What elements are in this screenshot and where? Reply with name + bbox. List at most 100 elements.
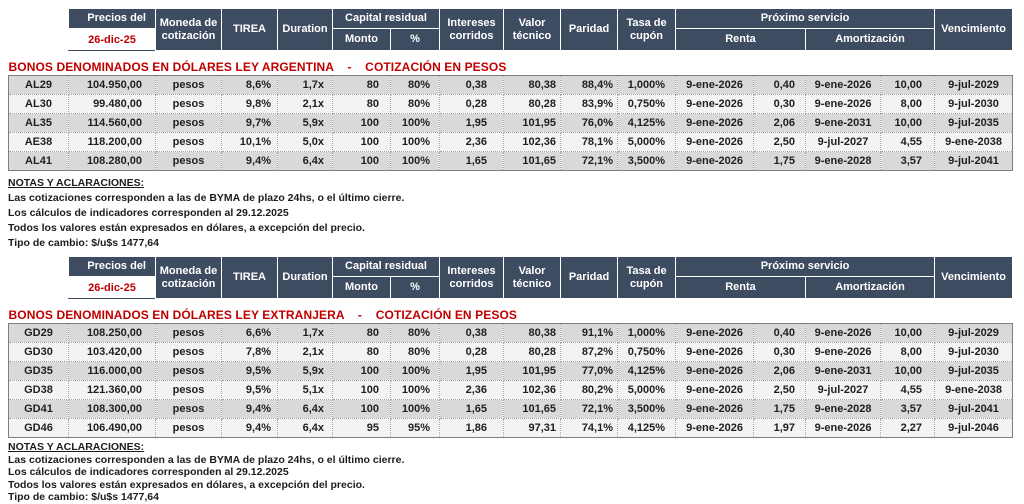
notes-block: NOTAS Y ACLARACIONES: Las cotizaciones c… bbox=[8, 176, 1024, 251]
value-cell: 2,1x bbox=[277, 342, 333, 362]
value-cell: 2,1x bbox=[277, 94, 333, 114]
value-cell: 1,7x bbox=[277, 323, 333, 343]
value-cell: 0,38 bbox=[439, 75, 505, 95]
section-title: BONOS DENOMINADOS EN DÓLARES LEY EXTRANJ… bbox=[8, 306, 1013, 324]
value-cell: 0,40 bbox=[753, 75, 807, 95]
value-cell: 1,65 bbox=[439, 151, 505, 171]
value-cell: 97,31 bbox=[503, 418, 562, 438]
value-cell: 9,4% bbox=[221, 151, 278, 171]
header-vencimiento: Vencimiento bbox=[934, 8, 1014, 51]
header-moneda: Moneda de cotización bbox=[155, 256, 222, 299]
value-cell: 0,30 bbox=[753, 94, 807, 114]
value-cell: 1,7x bbox=[277, 75, 333, 95]
value-cell: 5,1x bbox=[277, 380, 333, 400]
value-cell: 2,06 bbox=[753, 113, 807, 133]
value-cell: 9,7% bbox=[221, 113, 278, 133]
spacer-row bbox=[8, 298, 1013, 306]
value-cell: 80% bbox=[389, 323, 441, 343]
value-cell: 100 bbox=[332, 380, 391, 400]
value-cell: pesos bbox=[155, 323, 222, 343]
value-cell: 4,125% bbox=[617, 361, 677, 381]
value-cell: 3,57 bbox=[880, 399, 936, 419]
value-cell: 80,28 bbox=[503, 94, 562, 114]
bond-ticker-cell: GD30 bbox=[8, 342, 69, 362]
bond-ticker-cell: AL35 bbox=[8, 113, 69, 133]
table-row: GD30 103.420,00 pesos 7,8% 2,1x 80 80% 0,28 80,2… bbox=[8, 342, 1014, 362]
value-cell: 10,00 bbox=[880, 361, 936, 381]
section-title: BONOS DENOMINADOS EN DÓLARES LEY ARGENTI… bbox=[8, 58, 1013, 76]
value-cell: 80% bbox=[389, 342, 441, 362]
table-row: AL41 108.280,00 pesos 9,4% 6,4x 100 100% 1,65 10… bbox=[8, 151, 1014, 171]
value-cell: 102,36 bbox=[503, 380, 562, 400]
table-row: AE38 118.200,00 pesos 10,1% 5,0x 100 100% 2,36 1… bbox=[8, 132, 1014, 152]
value-cell: 100% bbox=[389, 113, 441, 133]
value-cell: 4,125% bbox=[617, 113, 677, 133]
value-cell: 9-jul-2027 bbox=[805, 380, 882, 400]
header-intereses: Intereses corridos bbox=[439, 8, 505, 51]
value-cell: 2,06 bbox=[753, 361, 807, 381]
header-tasa-cupon: Tasa de cupón bbox=[617, 256, 677, 299]
header-vencimiento: Vencimiento bbox=[934, 256, 1014, 299]
notes-line: Tipo de cambio: $/u$s 1477,64 bbox=[8, 237, 159, 249]
value-cell: 9-ene-2026 bbox=[805, 418, 882, 438]
value-cell: 83,9% bbox=[560, 94, 619, 114]
value-cell: 95 bbox=[332, 418, 391, 438]
value-cell: 0,38 bbox=[439, 323, 505, 343]
notes-line: Las cotizaciones corresponden a las de B… bbox=[8, 192, 405, 204]
header-renta: Renta bbox=[675, 276, 807, 299]
value-cell: 9-ene-2026 bbox=[675, 151, 755, 171]
value-cell: 9-ene-2026 bbox=[675, 380, 755, 400]
value-cell: 9-ene-2026 bbox=[675, 361, 755, 381]
value-cell: pesos bbox=[155, 132, 222, 152]
header-pct: % bbox=[389, 276, 441, 299]
header-valor-tecnico: Valor técnico bbox=[503, 8, 562, 51]
value-cell: 8,00 bbox=[880, 342, 936, 362]
value-cell: 9-ene-2026 bbox=[675, 323, 755, 343]
price-date-cell: 26-dic-25 bbox=[68, 276, 156, 299]
value-cell: 114.560,00 bbox=[68, 113, 156, 133]
value-cell: 9,5% bbox=[221, 361, 278, 381]
value-cell: 9-ene-2026 bbox=[675, 113, 755, 133]
value-cell: 101,95 bbox=[503, 361, 562, 381]
value-cell: 9-ene-2028 bbox=[805, 399, 882, 419]
header-paridad: Paridad bbox=[560, 8, 619, 51]
value-cell: 9-jul-2027 bbox=[805, 132, 882, 152]
value-cell: 108.300,00 bbox=[68, 399, 156, 419]
table-row: GD46 106.490,00 pesos 9,4% 6,4x 95 95% 1,86 97,3… bbox=[8, 418, 1014, 438]
value-cell: 6,4x bbox=[277, 151, 333, 171]
value-cell: 0,750% bbox=[617, 342, 677, 362]
value-cell: 9-jul-2041 bbox=[934, 399, 1014, 419]
header-proximo-servicio: Próximo servicio bbox=[675, 256, 936, 277]
value-cell: 4,55 bbox=[880, 380, 936, 400]
value-cell: 9-jul-2041 bbox=[934, 151, 1014, 171]
value-cell: pesos bbox=[155, 380, 222, 400]
value-cell: 80 bbox=[332, 75, 391, 95]
value-cell: 102,36 bbox=[503, 132, 562, 152]
value-cell: 80,38 bbox=[503, 323, 562, 343]
value-cell: 9,4% bbox=[221, 399, 278, 419]
ticker-header-spacer bbox=[9, 257, 69, 277]
value-cell: 9-ene-2026 bbox=[675, 75, 755, 95]
value-cell: pesos bbox=[155, 342, 222, 362]
value-cell: 4,125% bbox=[617, 418, 677, 438]
header-tirea: TIREA bbox=[221, 256, 278, 299]
value-cell: pesos bbox=[155, 75, 222, 95]
header-amortizacion: Amortización bbox=[805, 28, 936, 51]
header-pct: % bbox=[389, 28, 441, 51]
value-cell: 9-jul-2035 bbox=[934, 361, 1014, 381]
value-cell: 6,6% bbox=[221, 323, 278, 343]
value-cell: 0,40 bbox=[753, 323, 807, 343]
value-cell: 76,0% bbox=[560, 113, 619, 133]
value-cell: 1,75 bbox=[753, 399, 807, 419]
notes-title: NOTAS Y ACLARACIONES: bbox=[8, 441, 145, 453]
value-cell: 88,4% bbox=[560, 75, 619, 95]
ticker-header-spacer bbox=[9, 9, 69, 29]
header-capital-residual: Capital residual bbox=[331, 256, 441, 277]
bond-ticker-cell: GD38 bbox=[8, 380, 69, 400]
value-cell: 10,00 bbox=[880, 75, 936, 95]
value-cell: 101,65 bbox=[503, 151, 562, 171]
value-cell: 5,0x bbox=[277, 132, 333, 152]
table-row: GD38 121.360,00 pesos 9,5% 5,1x 100 100% 2,36 10… bbox=[8, 380, 1014, 400]
table-row: GD35 116.000,00 pesos 9,5% 5,9x 100 100% 1,95 10… bbox=[8, 361, 1014, 381]
value-cell: 80 bbox=[332, 94, 391, 114]
